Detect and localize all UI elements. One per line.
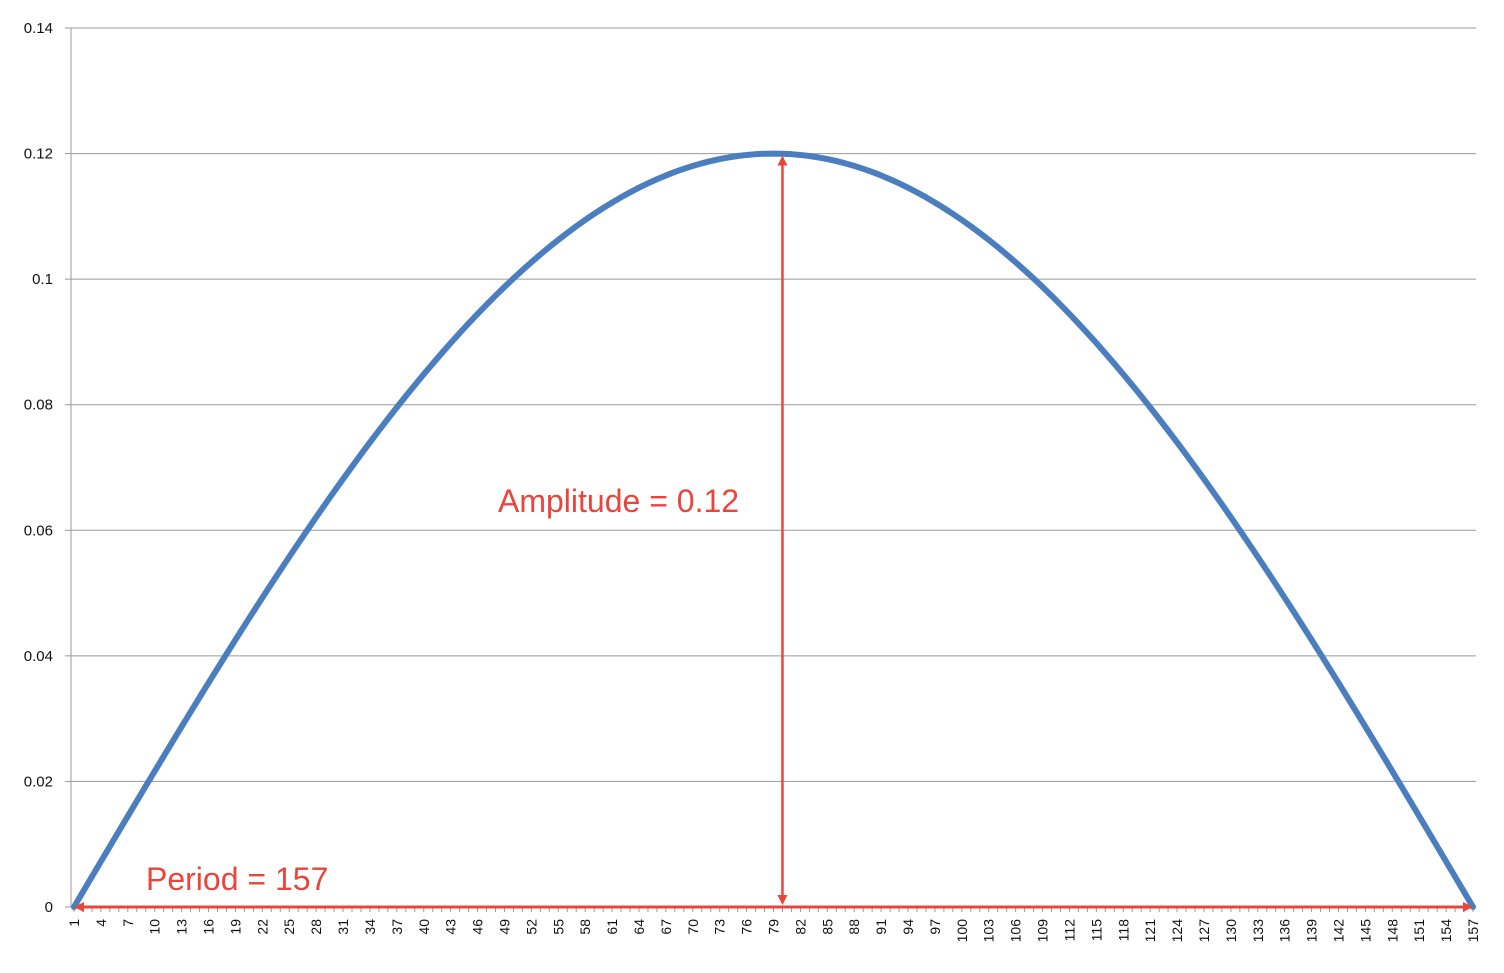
x-tick-label: 16 bbox=[201, 919, 217, 935]
x-tick-label: 61 bbox=[604, 919, 620, 935]
x-tick-label: 112 bbox=[1061, 919, 1077, 942]
x-tick-label: 88 bbox=[846, 919, 862, 935]
x-tick-label: 127 bbox=[1196, 919, 1212, 943]
x-tick-label: 94 bbox=[900, 919, 916, 935]
x-tick-label: 79 bbox=[766, 919, 782, 935]
x-tick-label: 43 bbox=[443, 919, 459, 935]
y-tick-label: 0 bbox=[45, 899, 53, 916]
x-tick-label: 124 bbox=[1169, 919, 1185, 943]
x-tick-label: 130 bbox=[1223, 919, 1239, 943]
x-tick-label: 142 bbox=[1330, 919, 1346, 943]
y-tick-label: 0.1 bbox=[32, 271, 53, 288]
amplitude-label: Amplitude = 0.12 bbox=[498, 483, 739, 519]
x-tick-label: 1 bbox=[66, 919, 82, 927]
x-tick-label: 40 bbox=[416, 919, 432, 935]
x-tick-label: 7 bbox=[120, 919, 136, 927]
x-tick-label: 46 bbox=[470, 919, 486, 935]
x-tick-label: 67 bbox=[658, 919, 674, 935]
x-tick-label: 91 bbox=[873, 919, 889, 935]
x-tick-label: 106 bbox=[1008, 919, 1024, 943]
x-tick-label: 34 bbox=[362, 919, 378, 935]
y-tick-label: 0.08 bbox=[24, 397, 53, 414]
x-tick-label: 154 bbox=[1438, 919, 1454, 943]
x-tick-label: 121 bbox=[1142, 919, 1158, 943]
y-tick-labels: 0 0.02 0.04 0.06 0.08 0.1 0.12 0.14 bbox=[24, 20, 53, 916]
x-tick-label: 157 bbox=[1465, 919, 1481, 943]
x-tick-label: 136 bbox=[1277, 919, 1293, 943]
x-tick-label: 103 bbox=[981, 919, 997, 943]
x-tick-label: 70 bbox=[685, 919, 701, 935]
y-tick-label: 0.14 bbox=[24, 20, 53, 37]
x-tick-label: 82 bbox=[792, 919, 808, 935]
x-tick-label: 10 bbox=[147, 919, 163, 935]
x-tick-label: 64 bbox=[631, 919, 647, 935]
x-tick-label: 133 bbox=[1250, 919, 1266, 943]
x-tick-label: 118 bbox=[1115, 919, 1131, 942]
x-tick-label: 31 bbox=[335, 919, 351, 935]
y-tick-label: 0.12 bbox=[24, 146, 53, 163]
x-tick-labels: 1 4 7 10 13 16 19 22 25 28 31 34 37 40 43 46 49 52 55 58 61 6… bbox=[66, 919, 1481, 943]
x-tick-label: 55 bbox=[550, 919, 566, 935]
x-tick-label: 58 bbox=[577, 919, 593, 935]
x-tick-label: 139 bbox=[1304, 919, 1320, 943]
x-tick-label: 109 bbox=[1035, 919, 1051, 943]
x-tick-label: 73 bbox=[712, 919, 728, 935]
x-tick-label: 49 bbox=[496, 919, 512, 935]
y-tick-label: 0.04 bbox=[24, 648, 53, 665]
x-tick-label: 97 bbox=[927, 919, 943, 935]
x-tick-label: 4 bbox=[93, 919, 109, 927]
annotations: Amplitude = 0.12 Period = 157 bbox=[74, 155, 1473, 912]
x-tick-label: 28 bbox=[308, 919, 324, 935]
x-tick-label: 85 bbox=[819, 919, 835, 935]
x-tick-label: 52 bbox=[523, 919, 539, 935]
x-tick-label: 25 bbox=[281, 919, 297, 935]
x-tick-label: 76 bbox=[739, 919, 755, 935]
x-tick-label: 115 bbox=[1088, 919, 1104, 942]
series-line bbox=[71, 150, 1476, 910]
x-tick-label: 19 bbox=[227, 919, 243, 935]
y-tick-label: 0.02 bbox=[24, 773, 53, 790]
x-tick-label: 22 bbox=[254, 919, 270, 935]
series-layer bbox=[71, 150, 1476, 910]
x-tick-label: 148 bbox=[1384, 919, 1400, 943]
y-tick-label: 0.06 bbox=[24, 522, 53, 539]
x-tick-label: 100 bbox=[954, 919, 970, 943]
x-tick-label: 151 bbox=[1411, 919, 1427, 943]
x-tick-label: 13 bbox=[174, 919, 190, 935]
x-tick-label: 37 bbox=[389, 919, 405, 935]
period-label: Period = 157 bbox=[146, 861, 328, 897]
x-tick-label: 145 bbox=[1357, 919, 1373, 943]
